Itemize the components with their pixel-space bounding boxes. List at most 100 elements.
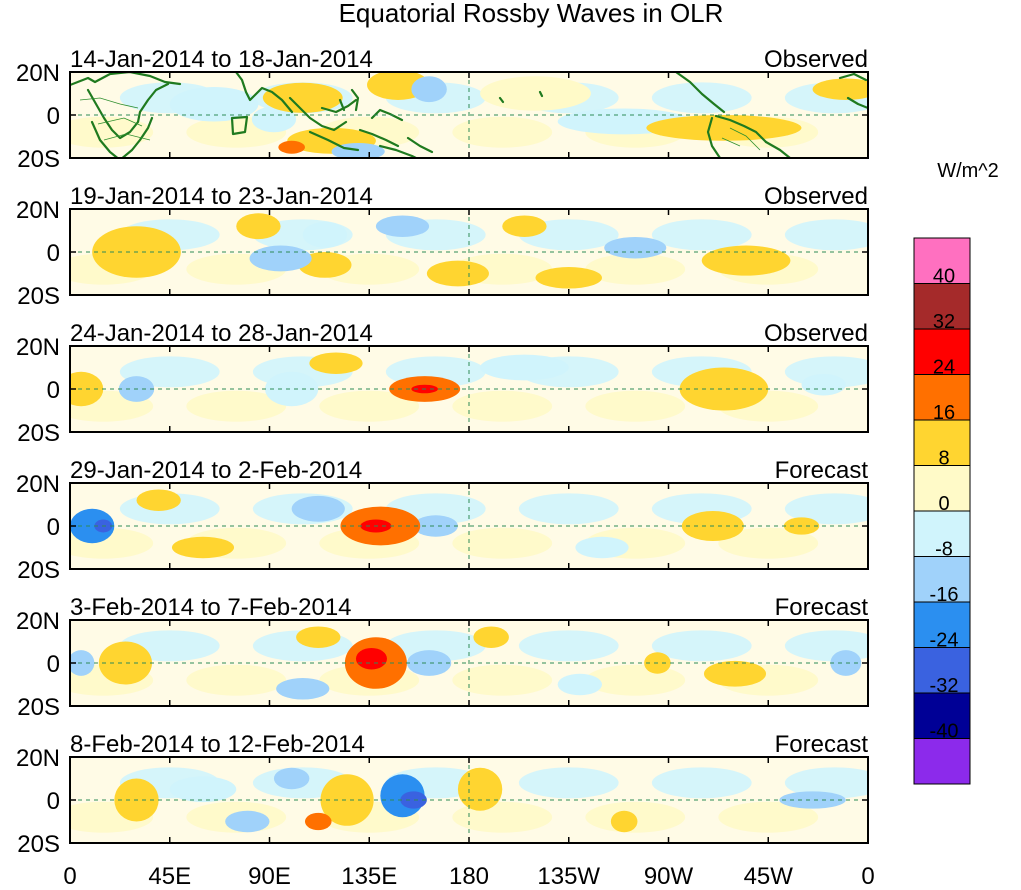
panel-period: 3-Feb-2014 to 7-Feb-2014 [70,594,352,621]
latitude-label: 20N [16,745,60,772]
weak-anomaly [718,801,819,833]
weak-anomaly [651,82,752,114]
olr-anomaly-blob [480,76,591,111]
panel-period: 24-Jan-2014 to 28-Jan-2014 [70,320,373,347]
weak-anomaly [518,630,619,662]
olr-anomaly-blob [575,536,629,559]
olr-anomaly-blob [169,87,259,122]
weak-anomaly [518,493,619,525]
latitude-label: 0 [47,788,60,815]
panel-status: Forecast [775,457,869,484]
weak-anomaly [651,767,752,799]
latitude-label: 20S [17,831,60,858]
olr-anomaly-blob [70,508,115,544]
map-panel: 20N 0 20S 24-Jan-2014 to 28-Jan-2014 Observe… [16,320,869,447]
colorbar-swatch [913,374,971,421]
olr-anomaly-blob [413,515,458,537]
map-panel: 20N 0 20S 14-Jan-2014 to 18-Jan-2014 Observe… [16,46,869,173]
colorbar-swatch [913,647,971,694]
olr-anomaly-blob [296,626,341,648]
anomaly-field [70,352,868,422]
olr-anomaly-blob [406,650,452,676]
olr-anomaly-blob [136,489,181,511]
colorbar-label: -8 [935,539,953,561]
olr-anomaly-blob [276,678,330,700]
olr-anomaly-blob [70,650,95,676]
olr-anomaly-blob [480,354,569,381]
longitude-label: 45W [744,863,794,890]
weak-anomaly [452,527,553,559]
olr-anomaly-blob [646,115,802,141]
colorbar-unit: W/m^2 [937,160,999,182]
latitude-label: 20S [17,420,60,447]
weak-anomaly [585,253,686,285]
colorbar-label: -24 [930,630,959,652]
olr-anomaly-blob [457,767,503,811]
anomaly-field [70,213,868,289]
weak-anomaly [186,390,287,422]
weak-anomaly [784,767,868,799]
olr-anomaly-blob [304,812,332,831]
colorbar-swatch [913,465,971,512]
longitude-label: 135E [341,863,397,890]
map-panel: 20N 0 20S 3-Feb-2014 to 7-Feb-2014 Forecast [16,594,869,721]
latitude-label: 20S [17,694,60,721]
longitude-label: 180 [449,863,489,890]
longitude-label: 45E [148,863,191,890]
latitude-label: 20N [16,471,60,498]
olr-anomaly-blob [502,215,547,237]
olr-anomaly-blob [171,536,235,559]
olr-anomaly-blob [610,810,638,833]
map-panel: 20N 0 20S 29-Jan-2014 to 2-Feb-2014 Forecast [16,457,869,584]
colorbar-label: -16 [930,584,959,606]
latitude-label: 0 [47,103,60,130]
panel-period: 8-Feb-2014 to 12-Feb-2014 [70,731,365,758]
colorbar-label: -40 [930,721,959,743]
panels-group: 20N 0 20S 14-Jan-2014 to 18-Jan-2014 Observe… [16,46,869,858]
colorbar-swatch [913,738,971,785]
colorbar-label: 32 [933,311,955,333]
olr-anomaly-blob [236,213,281,240]
figure-title: Equatorial Rossby Waves in OLR [339,0,724,28]
panel-period: 19-Jan-2014 to 23-Jan-2014 [70,183,373,210]
olr-anomaly-blob [411,76,447,103]
latitude-label: 20N [16,334,60,361]
olr-anomaly-blob [701,245,791,276]
weak-anomaly [585,664,686,696]
colorbar-swatch [913,237,971,284]
map-panel: 20N 0 20S 8-Feb-2014 to 12-Feb-2014 Forecast [16,731,869,858]
panel-period: 14-Jan-2014 to 18-Jan-2014 [70,46,373,73]
olr-anomaly-blob [604,236,667,259]
colorbar: W/m^2 40 32 24 16 8 0 -8 -16 -24 -32 -40 [913,160,999,785]
latitude-label: 20N [16,608,60,635]
longitude-label: 135W [537,863,600,890]
colorbar-label: 16 [933,402,955,424]
panel-period: 29-Jan-2014 to 2-Feb-2014 [70,457,362,484]
olr-anomaly-blob [557,673,602,696]
olr-anomaly-blob [273,767,310,790]
latitude-label: 20S [17,283,60,310]
longitude-label: 0 [63,863,76,890]
anomaly-field [70,626,868,700]
colorbar-label: -32 [930,675,959,697]
colorbar-swatch [913,510,971,557]
weak-anomaly [452,116,553,148]
olr-anomaly-blob [426,260,489,287]
olr-anomaly-blob [830,650,862,676]
olr-anomaly-blob [169,776,237,803]
colorbar-label: 24 [933,357,955,379]
olr-anomaly-blob [225,810,270,833]
olr-anomaly-blob [98,641,153,685]
weak-anomaly [585,390,686,422]
weak-anomaly [784,219,868,251]
latitude-label: 20S [17,557,60,584]
anomaly-field [70,767,868,833]
colorbar-swatch [913,556,971,603]
panel-status: Forecast [775,594,869,621]
weak-anomaly [70,116,154,148]
weak-anomaly [718,527,819,559]
olr-anomaly-blob [291,495,345,522]
olr-anomaly-blob [302,221,348,248]
colorbar-swatch [913,283,971,330]
colorbar-label: 0 [938,493,949,515]
